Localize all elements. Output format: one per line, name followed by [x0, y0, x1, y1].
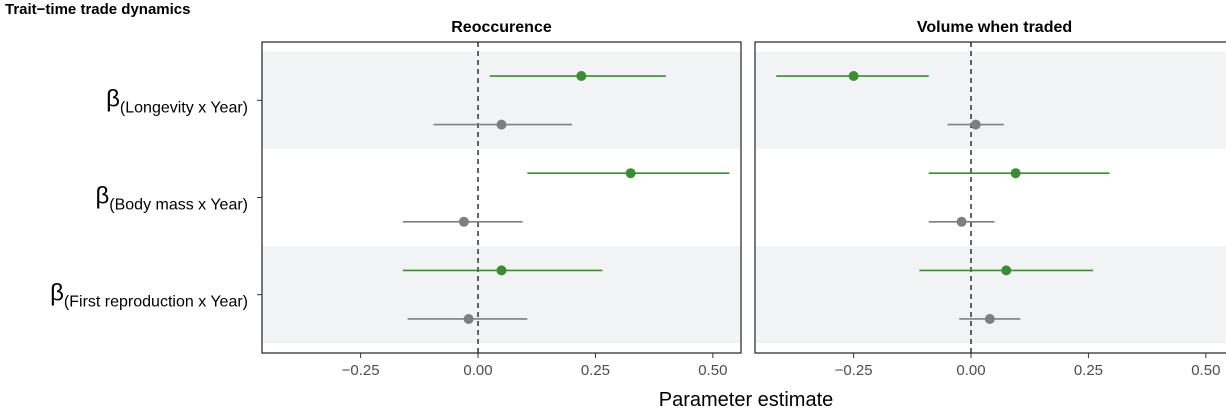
estimate-point: [970, 119, 981, 130]
x-tick-label: 0.50: [1191, 362, 1220, 379]
panel-title: Volume when traded: [917, 19, 1072, 36]
x-tick-label: 0.00: [463, 362, 492, 379]
panel-border: [754, 41, 1226, 354]
x-tick-label: 0.25: [581, 362, 610, 379]
x-tick-label: 0.50: [698, 362, 727, 379]
term-symbol: β: [95, 183, 109, 210]
panel: Volume when traded −0.25 0.00 0.25 0.50: [754, 19, 1226, 379]
x-tick-label: 0.25: [1074, 362, 1103, 379]
panel-title: Reoccurence: [451, 19, 552, 36]
term-label: β(Longevity x Year): [106, 85, 248, 116]
term-subscript: (Body mass x Year): [109, 197, 248, 214]
x-tick-label: 0.00: [956, 362, 985, 379]
term-label: β(First reproduction x Year): [50, 280, 248, 311]
row-band: [262, 246, 741, 344]
estimate-point: [625, 168, 636, 179]
term-label: β(Body mass x Year): [95, 183, 248, 214]
chart-title: Trait−time trade dynamics: [5, 1, 191, 18]
estimate-point: [1001, 265, 1012, 276]
row-band: [262, 51, 741, 149]
x-tick-label: −0.25: [835, 362, 873, 379]
estimate-point: [463, 313, 474, 324]
estimate-point: [956, 216, 967, 227]
term-subscript: (Longevity x Year): [120, 99, 248, 116]
x-axis-label: Parameter estimate: [659, 389, 834, 411]
y-axis-term-labels: β(Longevity x Year)β(Body mass x Year)β(…: [50, 85, 262, 311]
term-symbol: β: [50, 280, 64, 307]
estimate-point: [458, 216, 469, 227]
row-band: [755, 51, 1226, 149]
term-symbol: β: [106, 85, 120, 112]
estimate-point: [496, 265, 507, 276]
x-tick-label: −0.25: [342, 362, 380, 379]
estimate-point: [848, 71, 859, 82]
panel: Reoccurence −0.25 0.00 0.25 0.50: [261, 19, 742, 379]
estimate-point: [496, 119, 507, 130]
estimate-point: [984, 313, 995, 324]
row-band: [755, 246, 1226, 344]
term-subscript: (First reproduction x Year): [64, 294, 248, 311]
panel-border: [261, 41, 742, 354]
estimate-point: [576, 71, 587, 82]
estimate-point: [1010, 168, 1021, 179]
